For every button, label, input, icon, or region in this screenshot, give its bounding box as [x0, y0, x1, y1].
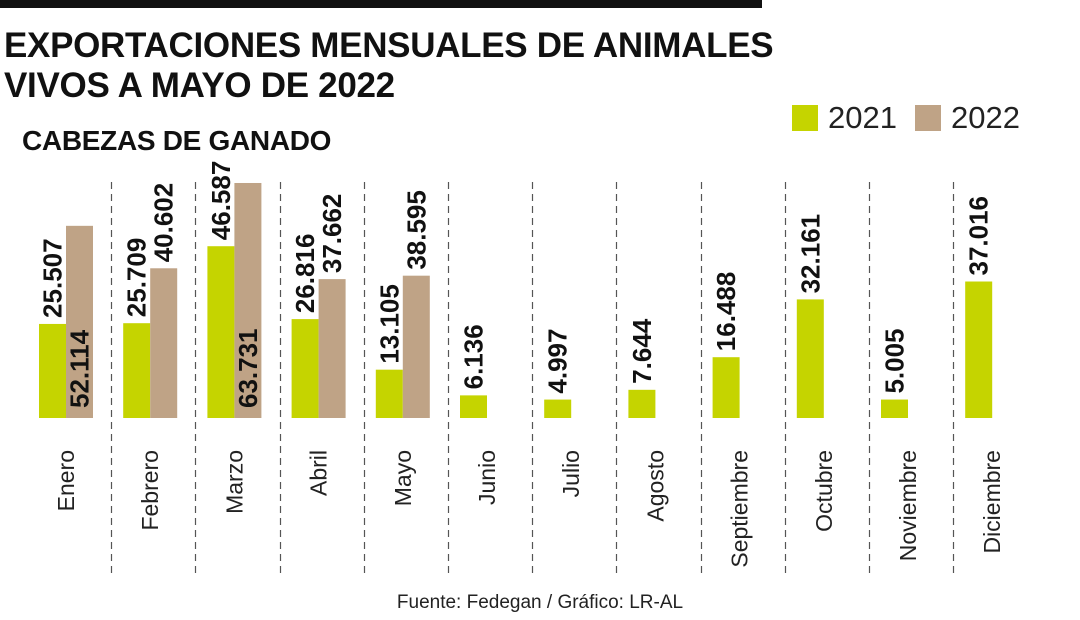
value-label-2022-mayo: 38.595 [401, 190, 431, 270]
legend-item-2022: 2022 [914, 100, 1020, 136]
bar-2021-junio [460, 395, 487, 418]
bar-2021-febrero [123, 323, 151, 418]
value-label-2021-septiembre: 16.488 [711, 272, 741, 352]
value-label-2021-marzo: 46.587 [206, 161, 236, 241]
month-label-febrero: Febrero [137, 450, 163, 531]
value-label-2022-marzo: 63.731 [233, 328, 263, 408]
top-rule [0, 0, 762, 8]
value-label-2021-junio: 6.136 [459, 324, 489, 389]
value-label-2021-octubre: 32.161 [795, 214, 825, 294]
value-label-2021-julio: 4.997 [543, 328, 573, 393]
month-label-diciembre: Diciembre [979, 450, 1005, 554]
bar-2021-diciembre [965, 281, 993, 418]
bar-2022-enero [66, 225, 93, 418]
bar-2021-marzo [207, 246, 235, 418]
bar-2021-abril [291, 319, 319, 418]
legend: 2021 2022 [792, 100, 1038, 136]
chart-title-line-1: EXPORTACIONES MENSUALES DE ANIMALES [4, 26, 774, 65]
month-label-octubre: Octubre [811, 450, 837, 532]
chart-title: EXPORTACIONES MENSUALES DE ANIMALES VIVO… [4, 26, 804, 106]
legend-item-2021: 2021 [792, 100, 897, 136]
legend-swatch-2022 [914, 105, 941, 131]
month-label-junio: Junio [474, 450, 500, 505]
value-label-2021-diciembre: 37.016 [964, 196, 994, 276]
legend-label-2022: 2022 [950, 100, 1020, 135]
value-label-2021-enero: 25.507 [38, 238, 68, 318]
month-label-noviembre: Noviembre [895, 450, 921, 561]
bar-2021-agosto [628, 389, 656, 418]
bar-2022-mayo [402, 275, 430, 418]
legend-swatch-2021 [792, 105, 818, 131]
bar-2021-noviembre [881, 399, 908, 418]
value-label-2021-noviembre: 5.005 [880, 328, 910, 393]
month-label-mayo: Mayo [390, 450, 416, 506]
legend-label-2021: 2021 [828, 100, 897, 135]
month-label-septiembre: Septiembre [727, 450, 753, 568]
month-label-agosto: Agosto [642, 450, 668, 522]
value-label-2022-abril: 37.662 [317, 194, 347, 274]
source-note: Fuente: Fedegan / Gráfico: LR-AL [396, 592, 684, 613]
value-label-2021-agosto: 7.644 [627, 318, 657, 384]
bar-2022-marzo [234, 182, 262, 418]
month-label-abril: Abril [306, 450, 332, 496]
chart-title-line-2: VIVOS A MAYO DE 2022 [4, 66, 395, 105]
value-label-2022-febrero: 40.602 [149, 183, 179, 263]
value-label-2021-mayo: 13.105 [374, 284, 404, 364]
month-label-julio: Julio [558, 450, 584, 497]
bar-2021-septiembre [712, 357, 740, 418]
value-label-2021-febrero: 25.709 [122, 238, 152, 318]
bar-2022-abril [318, 279, 346, 418]
month-label-enero: Enero [53, 450, 79, 511]
value-label-2022-enero: 52.114 [65, 329, 95, 408]
month-label-marzo: Marzo [221, 450, 247, 514]
chart-subtitle: CABEZAS DE GANADO [22, 125, 332, 156]
value-label-2021-abril: 26.816 [290, 234, 320, 314]
bar-2021-mayo [375, 369, 403, 418]
bar-2021-octubre [796, 299, 824, 418]
bar-2021-enero [39, 323, 66, 418]
bar-2022-febrero [150, 268, 178, 418]
bar-2021-julio [544, 399, 572, 418]
